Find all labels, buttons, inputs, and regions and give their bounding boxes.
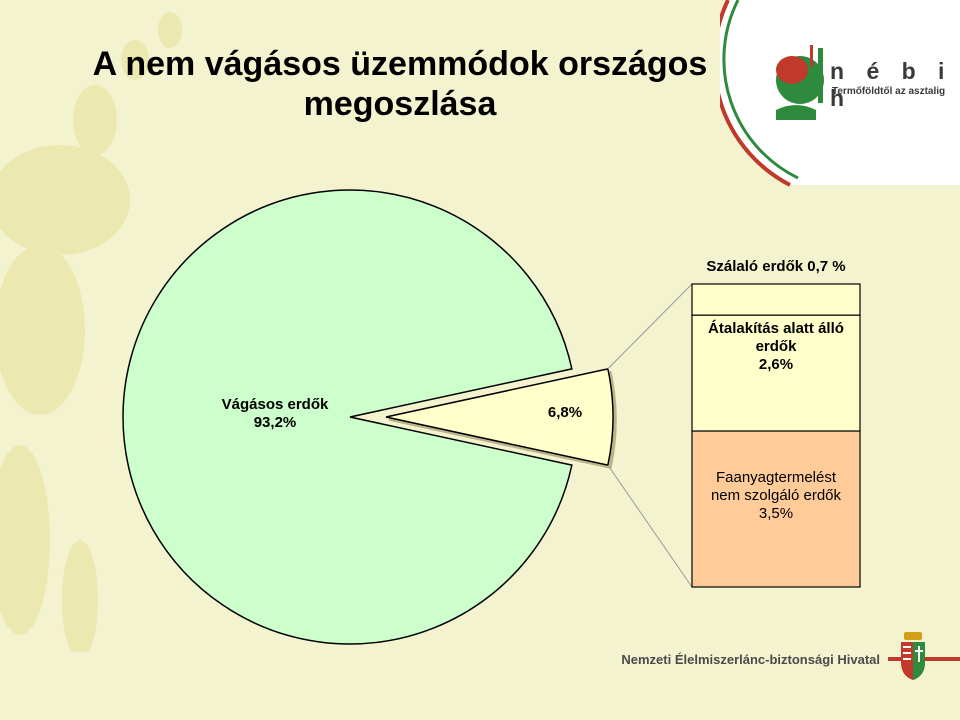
data-label-faanyag: Faanyagtermelést nem szolgáló erdők 3,5% xyxy=(688,469,864,523)
pie-slice-vagasos xyxy=(122,189,573,645)
title-line-1: A nem vágásos üzemmódok országos xyxy=(92,45,708,83)
data-label-szalalo: Szálaló erdők 0,7 % xyxy=(706,258,846,275)
data-label-faanyag-line-1: Faanyagtermelést xyxy=(715,469,837,486)
connector-line-bottom xyxy=(607,464,693,588)
data-label-faanyag-line-3: 3,5% xyxy=(758,505,794,522)
data-label-faanyag-line-2: nem szolgáló erdők xyxy=(710,487,842,504)
logo-name: n é b i h xyxy=(830,58,953,111)
page-title: A nem vágásos üzemmódok országos megoszl… xyxy=(40,44,760,124)
pie-slice-remaining xyxy=(385,367,614,467)
bar-segment-faanyag xyxy=(691,430,861,588)
bar-segment-szalalo xyxy=(691,283,861,316)
data-label-small-slice: 6,8% xyxy=(547,404,583,421)
data-label-atalakitas-line-2: erdők xyxy=(755,338,797,355)
nebih-logo xyxy=(720,0,960,187)
data-label-atalakitas: Átalakítás alatt álló erdők 2,6% xyxy=(693,320,859,374)
coat-of-arms-icon xyxy=(901,632,925,680)
title-line-2: megoszlása xyxy=(303,85,497,123)
data-label-vagasos-value: 93,2% xyxy=(253,414,297,431)
logo-slogan: Termőföldtől az asztalig xyxy=(832,86,946,97)
data-label-vagasos: Vágásos erdők 93,2% xyxy=(200,396,350,432)
data-label-atalakitas-line-1: Átalakítás alatt álló xyxy=(708,320,844,337)
footer-institution-text: Nemzeti Élelmiszerlánc-biztonsági Hivata… xyxy=(613,652,888,667)
data-label-atalakitas-line-3: 2,6% xyxy=(758,356,794,373)
data-label-vagasos-name: Vágásos erdők xyxy=(221,396,329,413)
footer-institution: Nemzeti Élelmiszerlánc-biztonsági Hivata… xyxy=(0,652,888,667)
connector-line-top xyxy=(607,283,693,370)
